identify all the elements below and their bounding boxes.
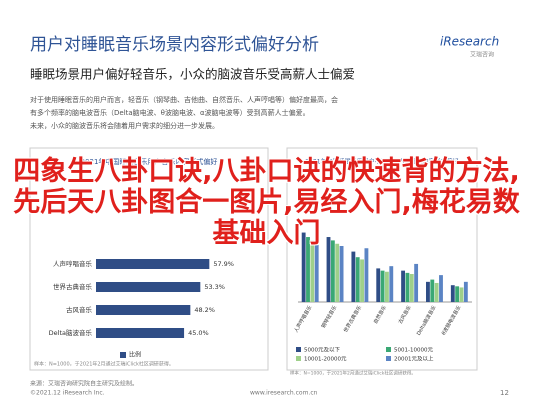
bar: [450, 285, 455, 302]
chart-frame: [29, 147, 269, 371]
legend-label: 20001元及以上: [394, 355, 434, 363]
body-text: 有多个频率的脑电波音乐（Delta脑电波、θ波脑电波、α波脑电波等）受到高薪人士…: [30, 108, 310, 117]
bar: [335, 243, 340, 302]
bar: [380, 270, 385, 302]
bar: [96, 305, 191, 315]
bar: [326, 237, 331, 302]
value-label: 48.2%: [194, 306, 215, 314]
bar: [409, 274, 414, 302]
chart-note: 样本：N=1000，于2021年2月通过艾瑞iClick社区调研获得。: [34, 361, 174, 368]
bar: [426, 281, 430, 302]
overlay-text: 四象生八卦口诀,八卦口诀的快速背的方法,先后天八卦图合一图片,易经入门,梅花易数…: [13, 156, 520, 249]
source: 来源：艾瑞咨询研究院自主研究及绘制。: [30, 380, 138, 388]
page-title: 用户对睡眠音乐场景内容形式偏好分析: [30, 35, 319, 55]
legend-label: 10001-20000元: [304, 356, 347, 363]
body-text: 未来，小众的脑波音乐将会随着用户需求的细分进一步发展。: [30, 121, 219, 130]
chart-title: 2021年中国睡眠音乐用户不同收入人群音乐内容形式偏好: [305, 158, 458, 166]
category-label: 人声哼唱音乐: [53, 259, 93, 268]
legend-swatch: [296, 347, 301, 352]
page-number: 12: [500, 389, 509, 397]
bar: [310, 240, 315, 302]
chart-note: 样本：N=1000，于2021年2月通过艾瑞iClick社区调研获得。: [290, 370, 416, 377]
copyright: ©2021.12 iResearch Inc.: [30, 390, 105, 397]
legend-label: 比例: [129, 351, 141, 359]
bar: [439, 275, 443, 302]
bar: [360, 259, 364, 302]
chart-frame: [286, 147, 478, 371]
category-label: 钢琴轻音乐: [320, 304, 339, 329]
bar: [96, 328, 185, 338]
subtitle: 睡眠场景用户偏好轻音乐，小众的脑波音乐受高薪人士偏爱: [30, 67, 355, 82]
legend-label: 5000元及以下: [304, 347, 340, 354]
category-label: 世界古典音乐: [53, 282, 93, 291]
legend-swatch: [120, 352, 126, 358]
category-label: 古风音乐: [66, 305, 93, 314]
bar: [455, 286, 460, 302]
bar: [96, 259, 210, 269]
bar: [301, 232, 306, 302]
bar: [389, 266, 394, 302]
legend-swatch: [386, 356, 391, 361]
bar: [434, 282, 439, 302]
bar: [459, 287, 464, 302]
category-label: Delta脑波音乐: [415, 304, 438, 336]
bar: [314, 221, 319, 302]
bar: [401, 270, 406, 302]
bar: [405, 272, 410, 302]
logo: iResearch: [440, 35, 499, 49]
category-label: Delta脑波音乐: [49, 328, 93, 337]
bar: [364, 248, 369, 302]
bar: [355, 257, 360, 302]
bar: [330, 240, 335, 302]
bar: [351, 251, 356, 302]
bar: [463, 281, 468, 302]
bar: [430, 279, 435, 302]
bar: [376, 268, 381, 302]
legend-label: 5001-10000元: [394, 347, 433, 354]
bar: [414, 263, 419, 302]
value-label: 45.0%: [188, 329, 209, 337]
value-label: 57.9%: [213, 260, 234, 268]
legend-swatch: [296, 356, 301, 361]
category-label: 人声哼唱音乐: [292, 304, 313, 333]
bar: [339, 246, 344, 302]
legend-swatch: [386, 347, 391, 352]
category-label: 自然音乐: [372, 304, 388, 325]
category-label: θ波脑电波音乐: [440, 304, 463, 336]
bar: [385, 271, 389, 302]
site: www.iresearch.com.cn: [250, 390, 318, 397]
category-label: 古风音乐: [397, 304, 413, 325]
chart-title: 2021年中国睡眠音乐用户音乐内容形式偏好: [81, 157, 218, 166]
category-label: 世界古典音乐: [342, 304, 363, 333]
logo-sub: 艾瑞咨询: [470, 51, 494, 59]
body-text: 对于使用睡眠音乐的用户而言，轻音乐（钢琴曲、吉他曲、自然音乐、人声哼唱等）偏好度…: [30, 95, 338, 104]
value-label: 53.3%: [204, 283, 225, 291]
bar: [306, 237, 310, 302]
bar: [96, 282, 201, 292]
